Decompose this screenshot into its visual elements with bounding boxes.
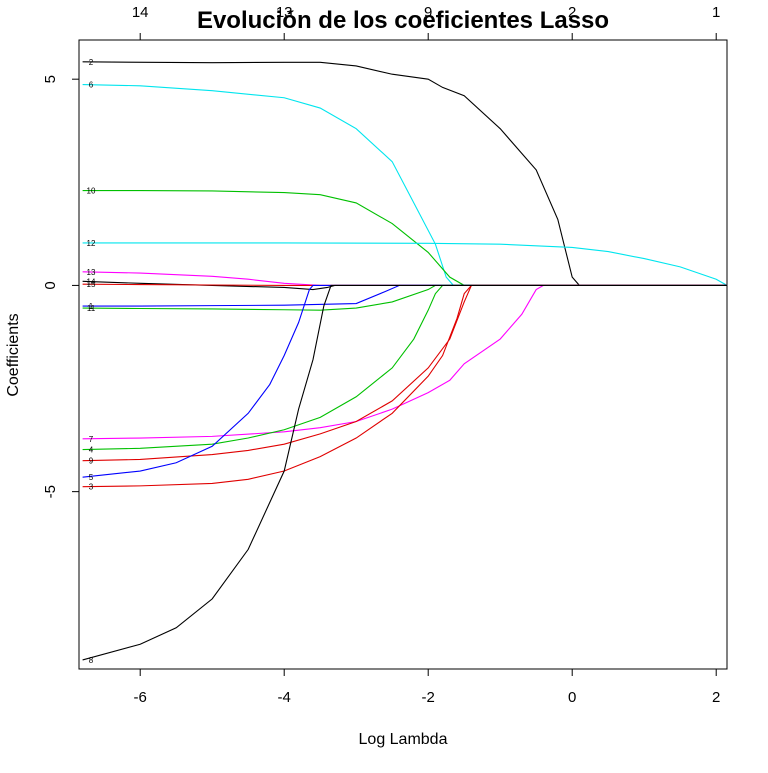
series-line-5 (82, 284, 727, 478)
series-line-3 (82, 284, 727, 488)
x-tick-label: 0 (568, 689, 576, 706)
y-tick-label: 5 (42, 75, 59, 83)
x-tick-label: -2 (422, 689, 435, 706)
series-line-11 (82, 284, 727, 311)
series-line-1 (82, 284, 727, 307)
series-label-1: 1 (89, 302, 94, 311)
series-label-8: 8 (89, 656, 94, 665)
axes-layer: -6 -4 -2 0 214 13 9 2 1-505 (42, 4, 720, 706)
series-label-2: 2 (89, 58, 94, 67)
series-line-7 (82, 284, 727, 440)
y-axis-label: Coefficients (5, 313, 22, 396)
series-line-13 (82, 271, 727, 286)
series-label-5: 5 (89, 473, 94, 482)
plot-frame (78, 39, 728, 670)
series-line-9 (82, 284, 727, 462)
series-label-6: 6 (89, 81, 94, 90)
series-line-8 (82, 284, 727, 661)
series-line-10 (82, 190, 727, 286)
series-label-13: 13 (87, 268, 96, 277)
x-tick-label: -6 (134, 689, 147, 706)
series-layer (82, 61, 728, 661)
top-tick-label: 13 (276, 4, 293, 21)
series-label-11: 11 (87, 304, 96, 313)
series-label-10: 10 (87, 187, 96, 196)
series-line-6 (82, 84, 727, 286)
x-tick-label: 2 (712, 689, 720, 706)
series-line-4 (82, 284, 727, 451)
top-tick-label: 2 (568, 4, 576, 21)
top-tick-label: 14 (132, 4, 149, 21)
series-label-4: 4 (89, 446, 94, 455)
series-label-3: 3 (89, 483, 94, 492)
series-label-9: 9 (89, 457, 94, 466)
y-tick-label: -5 (42, 485, 59, 498)
series-label-12: 12 (87, 239, 96, 248)
top-tick-label: 1 (712, 4, 720, 21)
chart-title: Evolución de los coeficientes Lasso (197, 7, 609, 34)
series-line-12 (82, 242, 728, 286)
x-tick-label: -4 (278, 689, 291, 706)
series-label-7: 7 (89, 435, 94, 444)
y-tick-label: 0 (42, 281, 59, 289)
series-line-2 (82, 61, 727, 286)
series-label-15: 15 (87, 280, 96, 289)
x-axis-label: Log Lambda (359, 731, 448, 748)
series-label-14: 14 (87, 277, 96, 286)
top-tick-label: 9 (424, 4, 432, 21)
